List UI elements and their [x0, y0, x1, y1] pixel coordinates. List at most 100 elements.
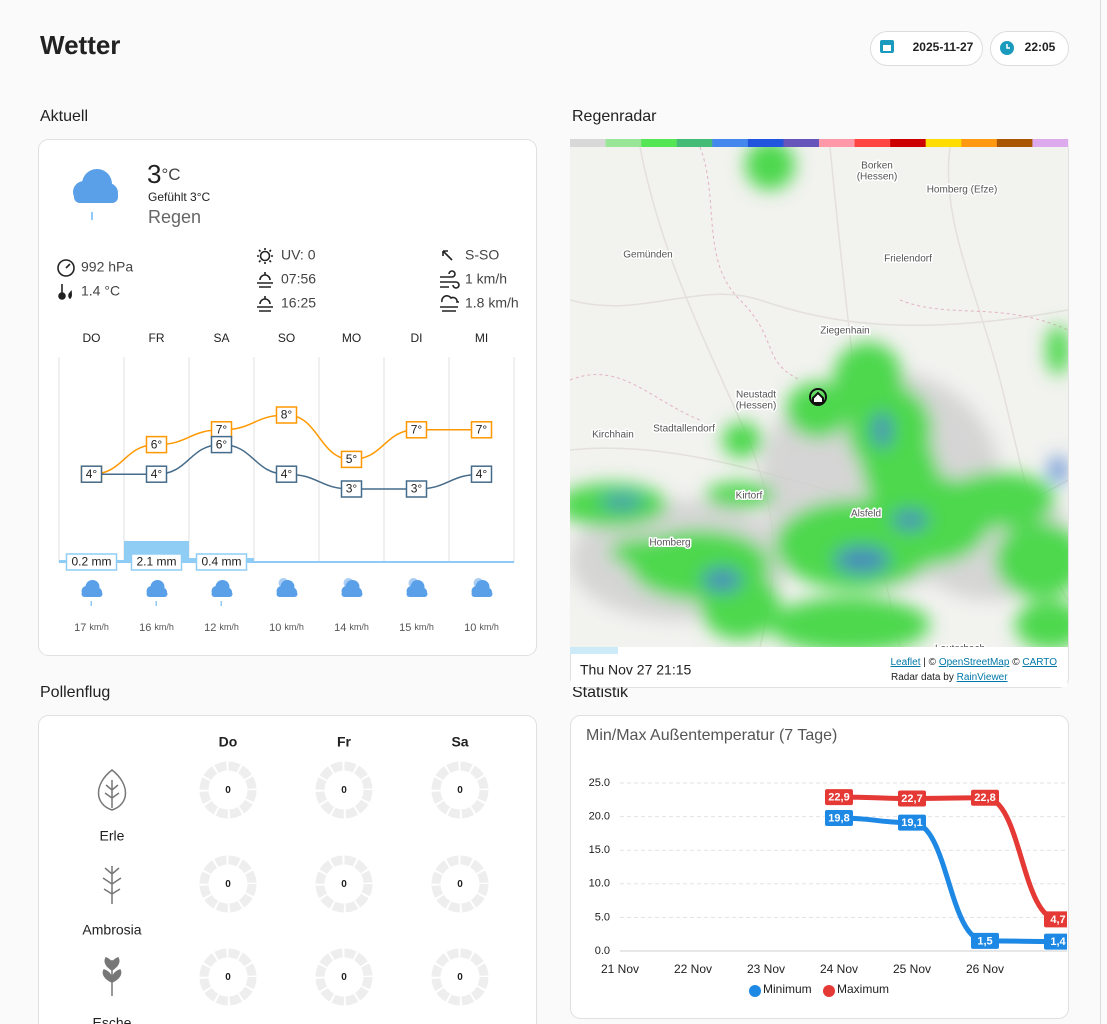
icon-cloud — [471, 591, 493, 597]
precipitation-label-box — [65, 553, 118, 571]
data-label: 22,7 — [901, 793, 922, 805]
radar-timestamp: Thu Nov 27 21:15 — [580, 662, 692, 678]
low-point — [470, 465, 493, 483]
pollen-ring — [199, 761, 257, 819]
pollen-value: 0 — [341, 785, 347, 796]
wind-speed: 12 km/h — [204, 622, 239, 634]
attribution: Radar data by RainViewer — [891, 672, 1008, 683]
place-label: Alsfeld — [851, 509, 881, 520]
pollen-day: Sa — [451, 734, 468, 750]
plant-name: Ambrosia — [82, 922, 141, 938]
high-label: 7° — [411, 422, 423, 436]
day-label: FR — [149, 331, 165, 345]
day-label: DI — [411, 331, 423, 345]
attribution-link[interactable]: Leaflet — [890, 657, 920, 668]
attribution-link[interactable]: RainViewer — [957, 672, 1009, 683]
date-pill[interactable] — [870, 31, 983, 66]
pollen-ring — [199, 948, 257, 1006]
forecast-icon — [341, 578, 363, 597]
attribution-link[interactable]: CARTO — [1022, 657, 1057, 668]
page-title: Wetter — [40, 30, 120, 60]
legend-swatch[interactable] — [823, 985, 835, 997]
section-title: Regenradar — [572, 108, 657, 125]
forecast-icon — [211, 580, 233, 606]
time-pill[interactable] — [990, 31, 1069, 66]
pollen-value: 0 — [341, 972, 347, 983]
icon-drop — [155, 601, 157, 606]
wind-speed: 14 km/h — [334, 622, 369, 634]
data-label: 22,9 — [828, 792, 849, 804]
high-point — [275, 406, 298, 424]
x-tick-label: 22 Nov — [674, 962, 712, 976]
y-tick-label: 20.0 — [589, 811, 610, 823]
feels-like: Gefühlt 3°C — [148, 190, 210, 204]
place-label: Homberg (Efze) — [927, 185, 998, 196]
scale-segment — [854, 139, 891, 147]
y-tick-label: 10.0 — [589, 878, 610, 890]
icon-cloud — [211, 591, 233, 597]
high-point — [405, 421, 428, 439]
pollen-value: 0 — [457, 879, 463, 890]
high-point — [470, 421, 493, 439]
icon-drop — [220, 601, 222, 606]
info-icons — [57, 248, 460, 312]
section-title: Aktuell — [40, 108, 88, 125]
place-label: (Hessen) — [736, 401, 777, 412]
data-label-box — [1044, 933, 1067, 950]
forecast-icon — [471, 578, 493, 597]
plant-icons — [97, 769, 127, 996]
day-label: MI — [475, 331, 488, 345]
legend-swatch[interactable] — [749, 985, 761, 997]
place-label: Gemünden — [623, 250, 672, 261]
data-label-box — [1044, 911, 1067, 928]
forecast-icon — [81, 580, 103, 606]
icon-cloud — [341, 591, 363, 597]
current-card — [38, 139, 537, 656]
scale-segment — [961, 139, 998, 147]
place-label: Frielendorf — [884, 254, 932, 265]
wind-unit: km/h — [284, 622, 304, 632]
low-label: 6° — [216, 437, 228, 451]
weather-detail: 1.8 km/h — [465, 295, 519, 311]
scale-segment — [1032, 139, 1069, 147]
wind-unit: km/h — [349, 622, 369, 632]
low-label: 4° — [86, 467, 98, 481]
attribution: Leaflet | © OpenStreetMap © CARTO — [890, 657, 1057, 668]
wind-unit: km/h — [154, 622, 174, 632]
radar-color-scale — [570, 139, 1069, 147]
wind-speed: 16 km/h — [139, 622, 174, 634]
date: 2025-11-27 — [913, 40, 974, 54]
attribution-link[interactable]: OpenStreetMap — [939, 657, 1010, 668]
x-tick-label: 26 Nov — [966, 962, 1004, 976]
scale-segment — [676, 139, 713, 147]
place-label: (Hessen) — [857, 172, 898, 183]
weather-detail: S-SO — [465, 247, 499, 263]
pollen-ring — [199, 855, 257, 913]
data-label: 22,8 — [974, 792, 995, 804]
icon-cloud — [146, 591, 168, 597]
radar-map[interactable]: Borken(Hessen)Homberg (Efze)Gemünden Frie… — [557, 140, 1085, 655]
low-point — [405, 480, 428, 498]
scale-segment — [818, 139, 855, 147]
y-tick-label: 0.0 — [595, 945, 610, 957]
plant-name: Erle — [100, 828, 125, 844]
weather-detail: 07:56 — [281, 271, 316, 287]
pollen-value: 0 — [457, 785, 463, 796]
wind-value: 17 — [74, 622, 86, 634]
temperature-value: 3 — [147, 159, 161, 189]
data-label: 1,5 — [977, 935, 992, 947]
y-tick-label: 15.0 — [589, 844, 610, 856]
plant-name: Esche — [93, 1015, 132, 1024]
data-label-box — [898, 814, 926, 831]
precipitation-label: 0.4 mm — [201, 555, 241, 569]
wind-unit: km/h — [414, 622, 434, 632]
icon-cloud — [406, 591, 428, 597]
legend-label: Maximum — [837, 982, 889, 996]
pollen-value: 0 — [225, 879, 231, 890]
scale-segment — [605, 139, 642, 147]
attribution-text: | © — [923, 657, 936, 668]
scale-segment — [925, 139, 962, 147]
day-label: MO — [342, 331, 361, 345]
clock-icon — [1006, 44, 1010, 49]
